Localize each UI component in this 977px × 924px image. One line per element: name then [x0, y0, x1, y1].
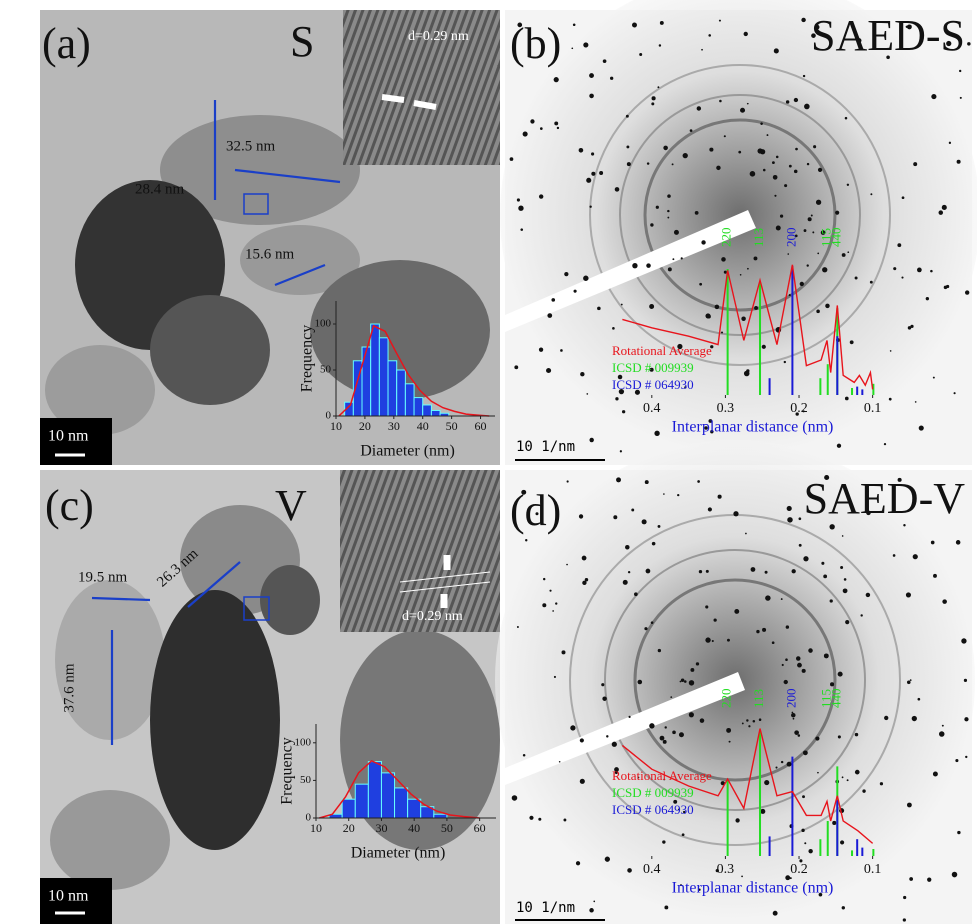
y-tick-label: 50 — [320, 364, 332, 376]
peak-label: 220 — [719, 689, 734, 709]
measurement: 37.6 nm — [61, 663, 77, 713]
x-tick-label: 0.3 — [717, 401, 735, 416]
y-axis-label: Frequency — [299, 325, 316, 393]
peak-label: 440 — [828, 228, 843, 248]
peak-label: 220 — [719, 228, 734, 248]
legend-entry: ICSD # 064930 — [612, 802, 694, 817]
histogram-bar — [405, 384, 414, 416]
histogram-bar — [381, 773, 394, 818]
sample-tag: V — [275, 481, 307, 530]
scale-bar-label: 10 1/nm — [516, 900, 575, 916]
histogram-bar — [431, 410, 440, 416]
histogram-bar — [388, 361, 397, 416]
peak-label: 200 — [783, 228, 798, 248]
measurement: 19.5 nm — [78, 569, 128, 585]
x-axis-label: Interplanar distance (nm) — [672, 419, 834, 436]
x-tick-label: 0.4 — [643, 401, 661, 416]
saed-image-b — [500, 0, 977, 465]
d-spacing: d=0.29 nm — [402, 609, 463, 624]
panel-label: (b) — [510, 19, 561, 68]
x-tick-label: 20 — [359, 419, 371, 433]
legend-entry: Rotational Average — [612, 768, 712, 783]
peak-label: 200 — [783, 689, 798, 709]
x-axis-label: Diameter (nm) — [360, 443, 455, 460]
histogram-bar — [408, 799, 421, 818]
x-tick-label: 0.1 — [864, 401, 882, 416]
x-axis-label: Interplanar distance (nm) — [672, 880, 834, 897]
x-tick-label: 60 — [475, 419, 487, 433]
x-tick-label: 30 — [388, 419, 400, 433]
measurement: 32.5 nm — [226, 138, 276, 154]
panel-label: (d) — [510, 486, 561, 535]
legend-entry: ICSD # 009939 — [612, 785, 694, 800]
x-tick-label: 10 — [310, 821, 322, 835]
d-spacing: d=0.29 nm — [408, 29, 469, 44]
histogram-bar — [368, 762, 381, 818]
histogram-bar — [355, 784, 368, 818]
x-tick-label: 0.4 — [643, 862, 661, 877]
peak-label: 113 — [751, 228, 766, 247]
sample-tag: SAED-S — [811, 11, 965, 60]
x-tick-label: 40 — [417, 419, 429, 433]
peak-label: 440 — [828, 689, 843, 709]
y-tick-label: 100 — [315, 318, 332, 330]
x-tick-label: 50 — [446, 419, 458, 433]
legend-entry: Rotational Average — [612, 343, 712, 358]
figure: (a) S d=0.29 nm 32.5 nm 28.4 nm 15.6 nm … — [0, 0, 977, 924]
histogram-bar — [379, 338, 388, 416]
x-tick-label: 0.1 — [864, 862, 882, 877]
scale-bar-label: 10 1/nm — [516, 439, 575, 455]
x-tick-label: 0.2 — [790, 862, 808, 877]
y-tick-label: 100 — [295, 736, 312, 748]
y-axis-label: Frequency — [279, 737, 296, 805]
histogram-bar — [414, 398, 423, 416]
x-tick-label: 20 — [343, 821, 355, 835]
x-tick-label: 30 — [375, 821, 387, 835]
legend-entry: ICSD # 064930 — [612, 377, 694, 392]
x-tick-label: 60 — [474, 821, 486, 835]
histogram-bar — [395, 788, 408, 818]
x-tick-label: 40 — [408, 821, 420, 835]
histogram-bar — [423, 405, 432, 416]
y-tick-label: 50 — [300, 774, 312, 786]
measurement: 15.6 nm — [245, 246, 295, 262]
x-axis-label: Diameter (nm) — [351, 845, 446, 862]
sample-tag: SAED-V — [804, 474, 966, 523]
sample-tag: S — [290, 17, 314, 66]
histogram-bar — [371, 324, 380, 416]
measurement: 28.4 nm — [135, 181, 185, 197]
histogram-bar — [434, 814, 447, 818]
x-tick-label: 50 — [441, 821, 453, 835]
scale-bar-label: 10 nm — [48, 888, 89, 905]
legend-entry: ICSD # 009939 — [612, 360, 694, 375]
histogram-bar — [342, 799, 355, 818]
tem-image-a — [40, 10, 500, 465]
peak-label: 113 — [751, 689, 766, 708]
x-tick-label: 0.3 — [717, 862, 735, 877]
x-tick-label: 10 — [330, 419, 342, 433]
panel-label: (a) — [42, 19, 91, 68]
scale-bar-label: 10 nm — [48, 428, 89, 445]
panel-label: (c) — [45, 481, 94, 530]
histogram-bar — [362, 347, 371, 416]
histogram-bar — [397, 370, 406, 416]
x-tick-label: 0.2 — [790, 401, 808, 416]
